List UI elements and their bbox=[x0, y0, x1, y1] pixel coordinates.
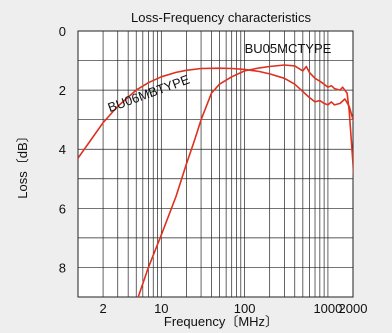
series-label-bu05mctype: BU05MCTYPE bbox=[245, 41, 332, 56]
series-lines bbox=[78, 64, 353, 297]
plot-background bbox=[77, 30, 354, 298]
x-tick-label: 10 bbox=[154, 301, 168, 316]
y-tick-label: 2 bbox=[59, 83, 66, 98]
y-axis-label: Loss〔dB〕 bbox=[15, 129, 30, 198]
series-line-0 bbox=[78, 67, 353, 159]
x-tick-label: 1000 bbox=[313, 301, 342, 316]
y-tick-label: 4 bbox=[59, 142, 66, 157]
chart-title: Loss-Frequency characteristics bbox=[131, 10, 311, 25]
x-axis-label: Frequency〔MHz〕 bbox=[164, 314, 278, 329]
x-tick-label: 2000 bbox=[339, 301, 368, 316]
y-tick-label: 6 bbox=[59, 201, 66, 216]
x-tick-label: 100 bbox=[234, 301, 256, 316]
series-line-1 bbox=[137, 64, 353, 297]
grid-lines bbox=[77, 30, 354, 298]
y-tick-label: 8 bbox=[59, 260, 66, 275]
y-tick-label: 0 bbox=[59, 24, 66, 39]
x-tick-label: 2 bbox=[99, 301, 106, 316]
